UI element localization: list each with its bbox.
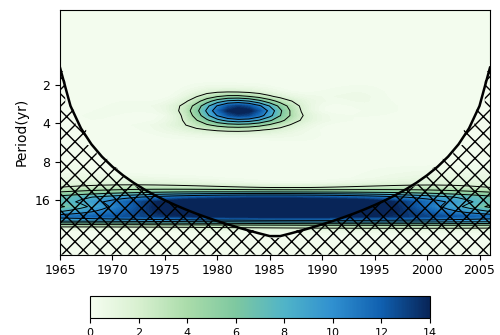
Y-axis label: Period(yr): Period(yr) <box>15 98 29 166</box>
